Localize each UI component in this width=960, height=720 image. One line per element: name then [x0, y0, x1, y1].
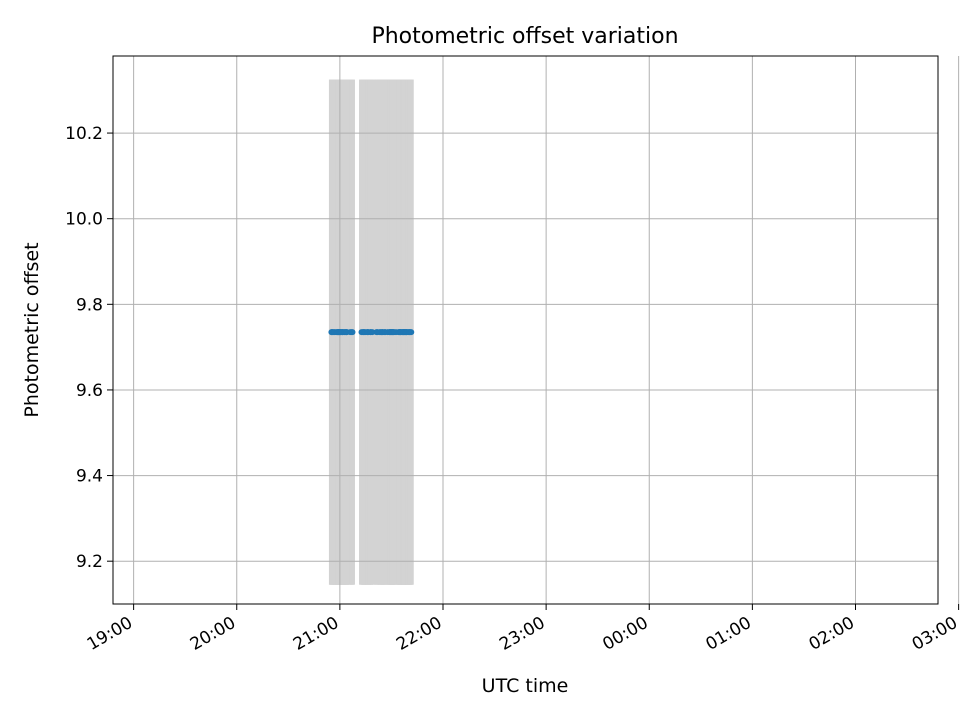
chart-title: Photometric offset variation [371, 24, 678, 49]
plot-frame [112, 55, 939, 605]
y-axis-label: Photometric offset [21, 242, 43, 417]
data-point [408, 329, 415, 336]
y-tick-label: 9.2 [76, 552, 103, 572]
x-axis-label: UTC time [482, 675, 569, 697]
y-axis-ticks: 9.2 9.4 9.6 9.8 10.0 10.2 [65, 124, 113, 572]
y-tick-label: 9.6 [76, 381, 103, 401]
y-tick-label: 10.2 [65, 124, 103, 144]
y-tick-label: 9.4 [76, 467, 103, 487]
y-tick-label: 10.0 [65, 210, 103, 230]
y-tick-label: 9.8 [76, 295, 103, 315]
data-point [369, 329, 376, 336]
data-point [349, 329, 356, 336]
data-points [328, 329, 415, 336]
